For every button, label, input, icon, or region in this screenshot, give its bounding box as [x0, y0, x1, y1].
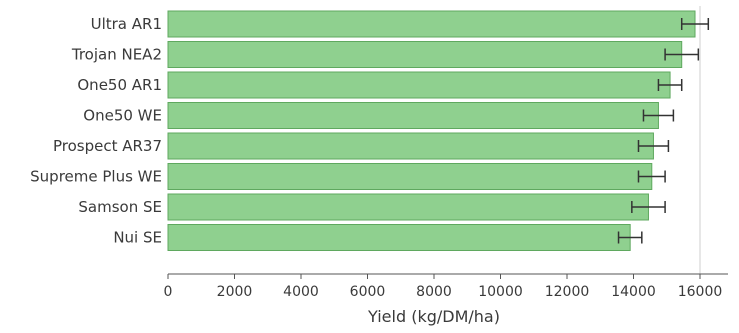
error-bars-layer: [617, 18, 710, 244]
x-tick-label-3: 6000: [350, 284, 386, 300]
bar-3: [167, 102, 659, 129]
x-axis: 0 2000 4000 6000 8000 10000 12000 14000 16000: [164, 273, 728, 300]
x-tick-label-4: 8000: [416, 284, 452, 300]
category-label-5: Supreme Plus WE: [30, 168, 162, 186]
category-label-0: Ultra AR1: [91, 15, 162, 33]
bar-7: [167, 224, 631, 251]
category-label-2: One50 AR1: [77, 76, 162, 94]
x-tick-label-8: 16000: [678, 284, 723, 300]
bar-0: [167, 10, 696, 38]
bar-2: [167, 71, 671, 99]
x-tick-label-6: 12000: [545, 284, 590, 300]
x-axis-title: Yield (kg/DM/ha): [367, 307, 500, 326]
x-tick-label-2: 4000: [283, 284, 319, 300]
category-label-3: One50 WE: [83, 107, 162, 125]
category-label-1: Trojan NEA2: [71, 46, 162, 64]
error-bar-3: [642, 109, 675, 122]
category-label-6: Samson SE: [78, 198, 162, 216]
x-tick-label-5: 10000: [478, 284, 523, 300]
error-bar-2: [657, 79, 683, 91]
bars-layer: [167, 10, 696, 251]
error-bar-4: [637, 140, 670, 152]
bar-4: [167, 132, 654, 160]
bar-6: [167, 193, 649, 221]
error-bar-6: [631, 201, 666, 213]
bar-5: [167, 163, 653, 190]
error-bar-5: [637, 170, 666, 183]
bar-1: [167, 41, 683, 68]
error-bar-0: [680, 18, 710, 30]
error-bar-7: [617, 231, 643, 244]
x-tick-label-1: 2000: [217, 284, 253, 300]
category-label-4: Prospect AR37: [53, 137, 162, 155]
x-tick-label-0: 0: [164, 284, 173, 300]
error-bar-1: [664, 48, 700, 61]
category-labels: Ultra AR1 Trojan NEA2 One50 AR1 One50 WE Pro…: [30, 15, 162, 247]
x-tick-label-7: 14000: [611, 284, 656, 300]
category-label-7: Nui SE: [113, 229, 162, 247]
